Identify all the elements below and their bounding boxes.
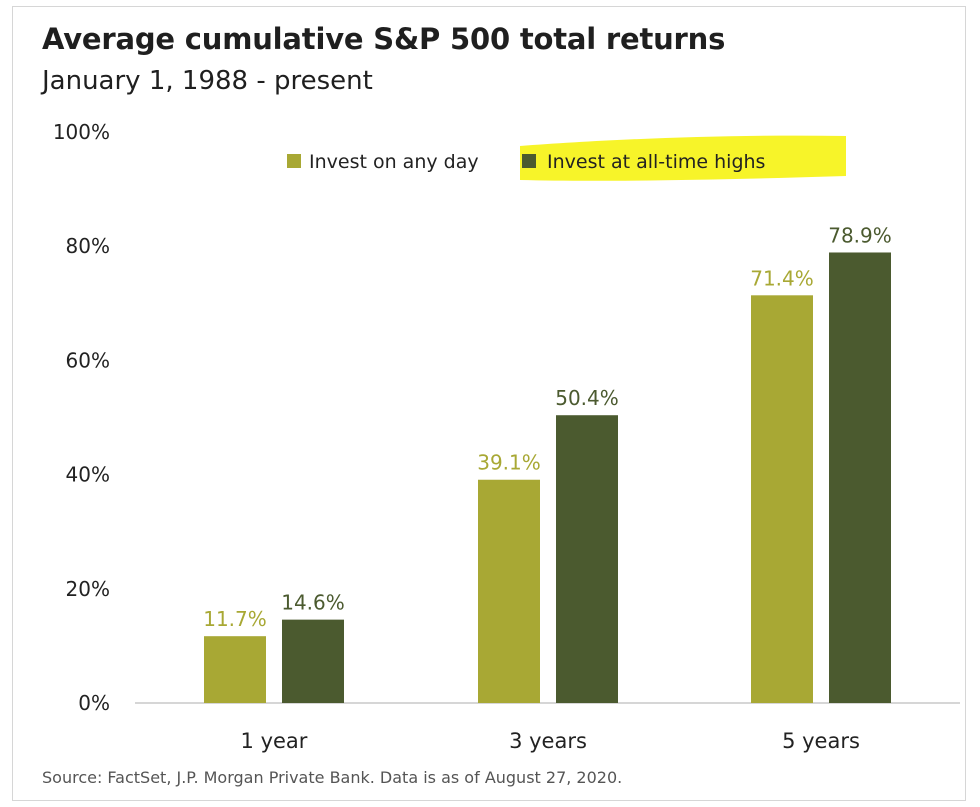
y-axis: 0% 20% 40% 60% 80% 100% bbox=[53, 120, 110, 715]
bar bbox=[282, 619, 344, 703]
x-tick-label: 3 years bbox=[509, 729, 587, 753]
y-tick-label: 80% bbox=[66, 234, 110, 258]
source-note: Source: FactSet, J.P. Morgan Private Ban… bbox=[42, 768, 623, 787]
chart-frame bbox=[12, 6, 966, 801]
legend-swatch bbox=[522, 154, 536, 168]
y-tick-label: 40% bbox=[66, 463, 110, 487]
x-tick-label: 5 years bbox=[782, 729, 860, 753]
legend-label: Invest on any day bbox=[309, 151, 479, 173]
bars: 11.7% 14.6% 39.1% 50.4% 71.4% 78.9% bbox=[203, 223, 892, 703]
legend-label: Invest at all-time highs bbox=[547, 151, 765, 173]
bar bbox=[829, 252, 891, 703]
data-label: 50.4% bbox=[555, 386, 619, 410]
data-label: 71.4% bbox=[750, 266, 814, 290]
y-tick-label: 60% bbox=[66, 348, 110, 372]
bar bbox=[751, 295, 813, 703]
x-tick-label: 1 year bbox=[241, 729, 308, 753]
chart-subtitle: January 1, 1988 - present bbox=[42, 66, 373, 96]
data-label: 11.7% bbox=[203, 607, 267, 631]
bar bbox=[478, 479, 540, 703]
data-label: 14.6% bbox=[281, 591, 345, 615]
y-tick-label: 20% bbox=[66, 577, 110, 601]
data-label: 78.9% bbox=[828, 223, 892, 247]
x-axis-labels: 1 year 3 years 5 years bbox=[241, 729, 860, 753]
highlight-marker bbox=[520, 135, 846, 181]
legend-swatch bbox=[287, 154, 301, 168]
legend: Invest on any day Invest at all-time high… bbox=[287, 135, 846, 181]
bar bbox=[556, 415, 618, 703]
chart-title: Average cumulative S&P 500 total returns bbox=[42, 22, 726, 56]
y-tick-label: 100% bbox=[53, 120, 110, 144]
data-label: 39.1% bbox=[477, 451, 541, 475]
y-tick-label: 0% bbox=[78, 691, 110, 715]
bar bbox=[204, 636, 266, 703]
